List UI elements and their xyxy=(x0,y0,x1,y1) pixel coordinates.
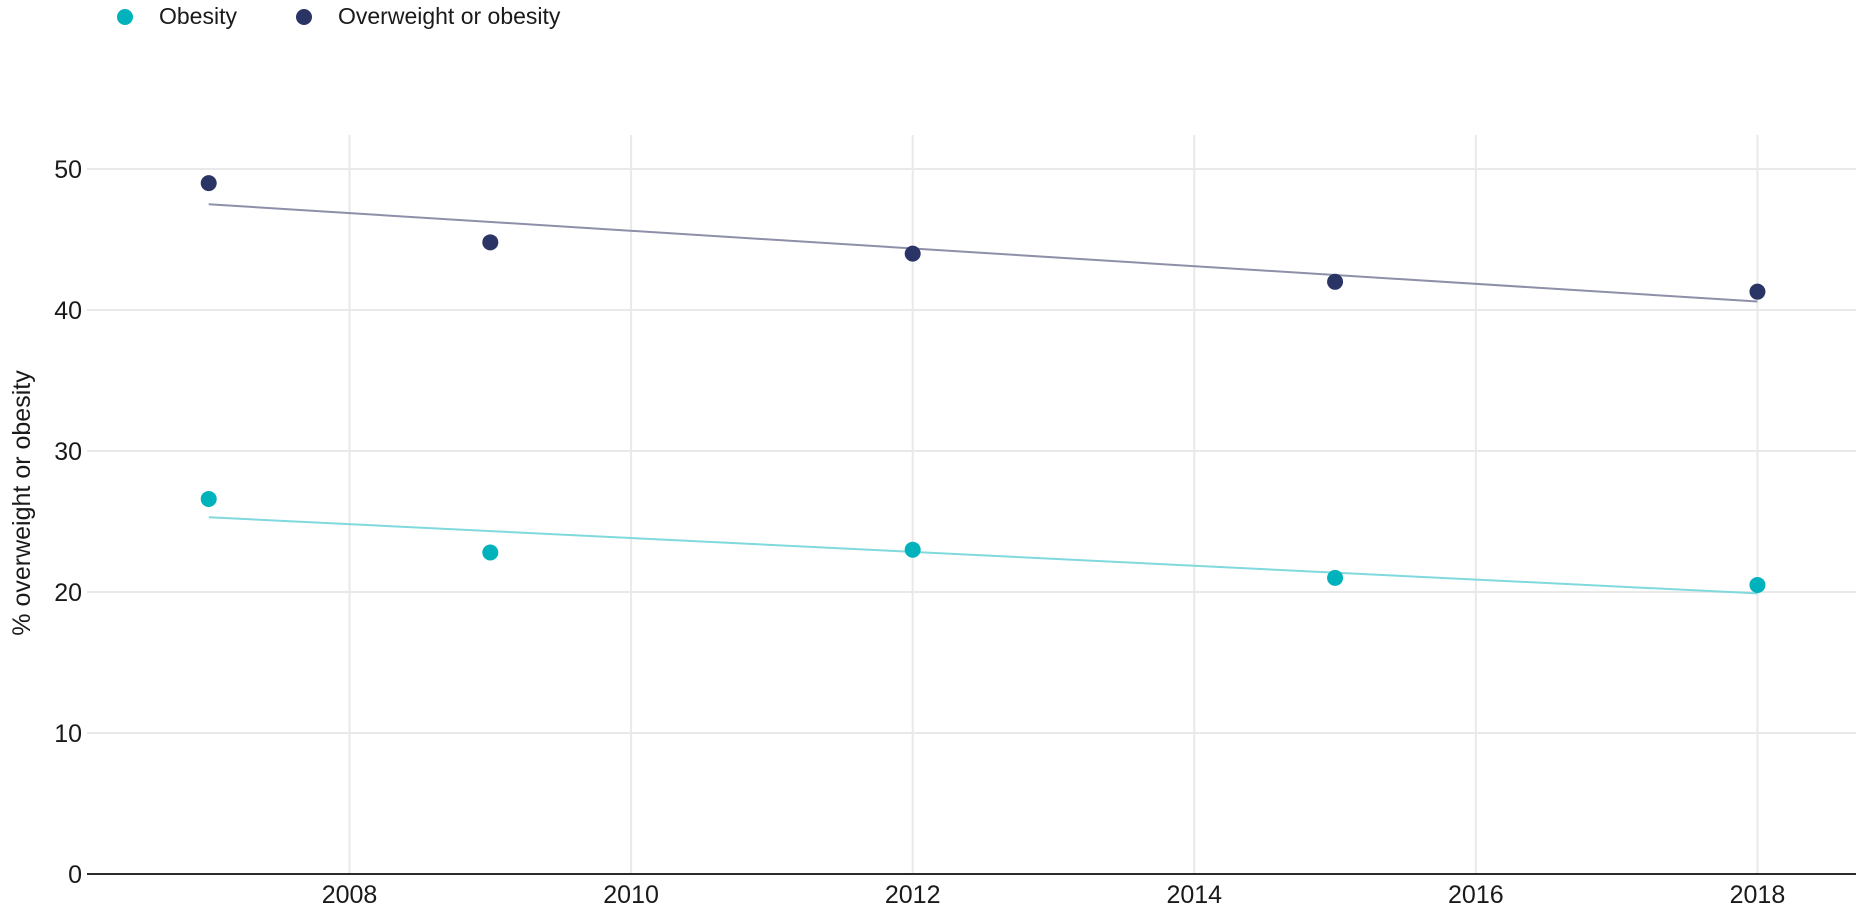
legend-marker-overweight-or-obesity xyxy=(296,8,312,25)
x-tick-label: 2016 xyxy=(1448,881,1504,909)
x-tick-label: 2012 xyxy=(885,881,941,909)
data-point-overweight-or-obesity xyxy=(482,234,499,251)
data-point-obesity xyxy=(200,490,217,507)
y-tick-label: 10 xyxy=(54,720,82,748)
axes: 0 10 20 30 40 50 2008 2010 2012 2014 2016 2018 xyxy=(54,156,1856,909)
x-tick-label: 2008 xyxy=(322,881,378,909)
data-point-obesity xyxy=(1749,576,1766,593)
data-point-obesity xyxy=(482,544,499,561)
legend-label-overweight-or-obesity: Overweight or obesity xyxy=(338,3,561,29)
data-point-overweight-or-obesity xyxy=(1749,283,1766,300)
data-points xyxy=(200,175,1766,593)
legend-marker-obesity xyxy=(117,8,133,25)
x-tick-label: 2018 xyxy=(1730,881,1786,909)
legend-item-overweight-or-obesity[interactable]: Overweight or obesity xyxy=(296,3,560,30)
trendline-overweight-or-obesity xyxy=(208,203,1758,303)
x-tick-label: 2010 xyxy=(603,881,659,909)
y-tick-label: 0 xyxy=(68,861,82,889)
x-tick-label: 2014 xyxy=(1166,881,1222,909)
data-point-overweight-or-obesity xyxy=(200,175,217,192)
y-tick-label: 30 xyxy=(54,438,82,466)
y-tick-label: 50 xyxy=(54,156,82,184)
data-point-overweight-or-obesity xyxy=(904,245,921,262)
data-point-obesity xyxy=(1327,569,1344,586)
y-tick-label: 20 xyxy=(54,579,82,607)
y-axis-title: % overweight or obesity xyxy=(8,370,36,636)
y-tick-label: 40 xyxy=(54,297,82,325)
data-point-overweight-or-obesity xyxy=(1327,273,1344,290)
trendline-obesity xyxy=(208,516,1758,595)
data-point-obesity xyxy=(904,541,921,558)
gridlines xyxy=(87,135,1856,874)
legend-label-obesity: Obesity xyxy=(159,3,237,29)
legend-item-obesity[interactable]: Obesity xyxy=(117,3,237,30)
trendlines xyxy=(208,203,1758,595)
